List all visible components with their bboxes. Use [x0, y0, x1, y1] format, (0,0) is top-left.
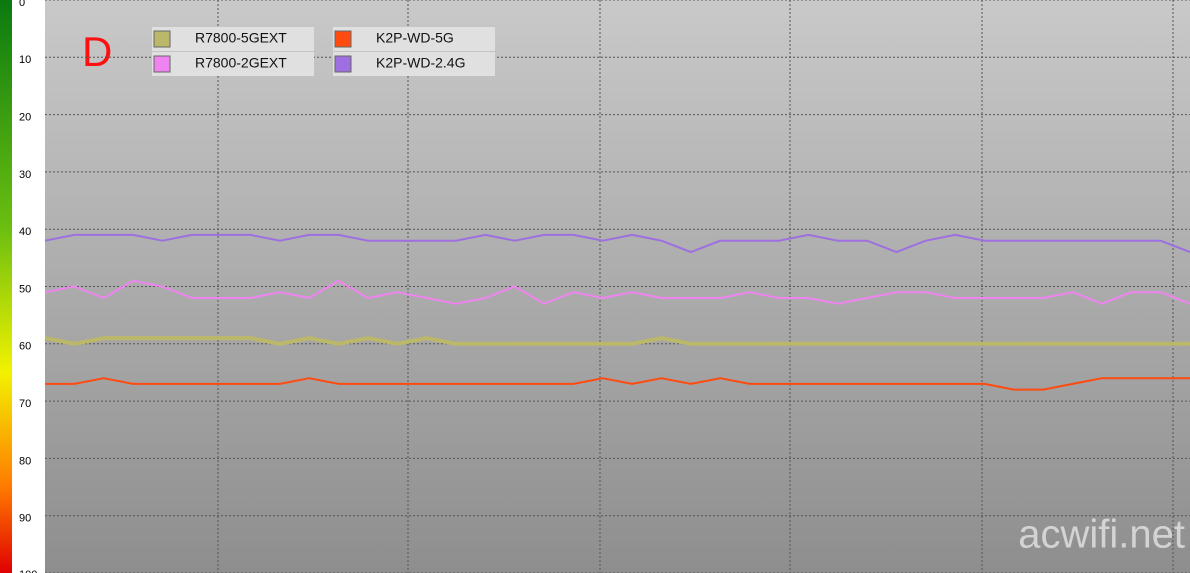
series-line [45, 377, 1190, 391]
series-line [44, 233, 1190, 254]
y-tick-label: 20 [19, 112, 31, 124]
y-tick-label: 0 [19, 0, 25, 9]
y-tick-label: 70 [19, 398, 31, 410]
annotation: D [82, 28, 112, 75]
signal-scale [0, 0, 12, 573]
legend-swatch [334, 30, 352, 48]
y-tick-label: 90 [19, 513, 31, 525]
legend-swatch [153, 30, 171, 48]
legend-swatch [153, 55, 171, 73]
legend-box [333, 52, 495, 76]
y-tick-label: 30 [19, 169, 31, 181]
vertical-grid [217, 0, 1174, 573]
y-tick-label: 40 [19, 226, 31, 238]
legend-box [152, 52, 314, 76]
y-tick-label: 100 [19, 569, 37, 573]
series-line [44, 336, 1190, 346]
series-line [44, 279, 1190, 305]
legend-label: R7800-2GEXT [195, 55, 287, 71]
y-tick-label: 10 [19, 54, 31, 66]
legend-label: R7800-5GEXT [195, 30, 287, 46]
legend-box [152, 27, 314, 51]
legend-label: K2P-WD-2.4G [376, 55, 465, 71]
watermark: acwifi.net [1018, 513, 1185, 557]
y-tick-label: 80 [19, 455, 31, 467]
y-tick-label: 60 [19, 341, 31, 353]
y-tick-label: 50 [19, 283, 31, 295]
legend-label: K2P-WD-5G [376, 30, 454, 46]
legend-swatch [334, 55, 352, 73]
legend-box [333, 27, 495, 51]
